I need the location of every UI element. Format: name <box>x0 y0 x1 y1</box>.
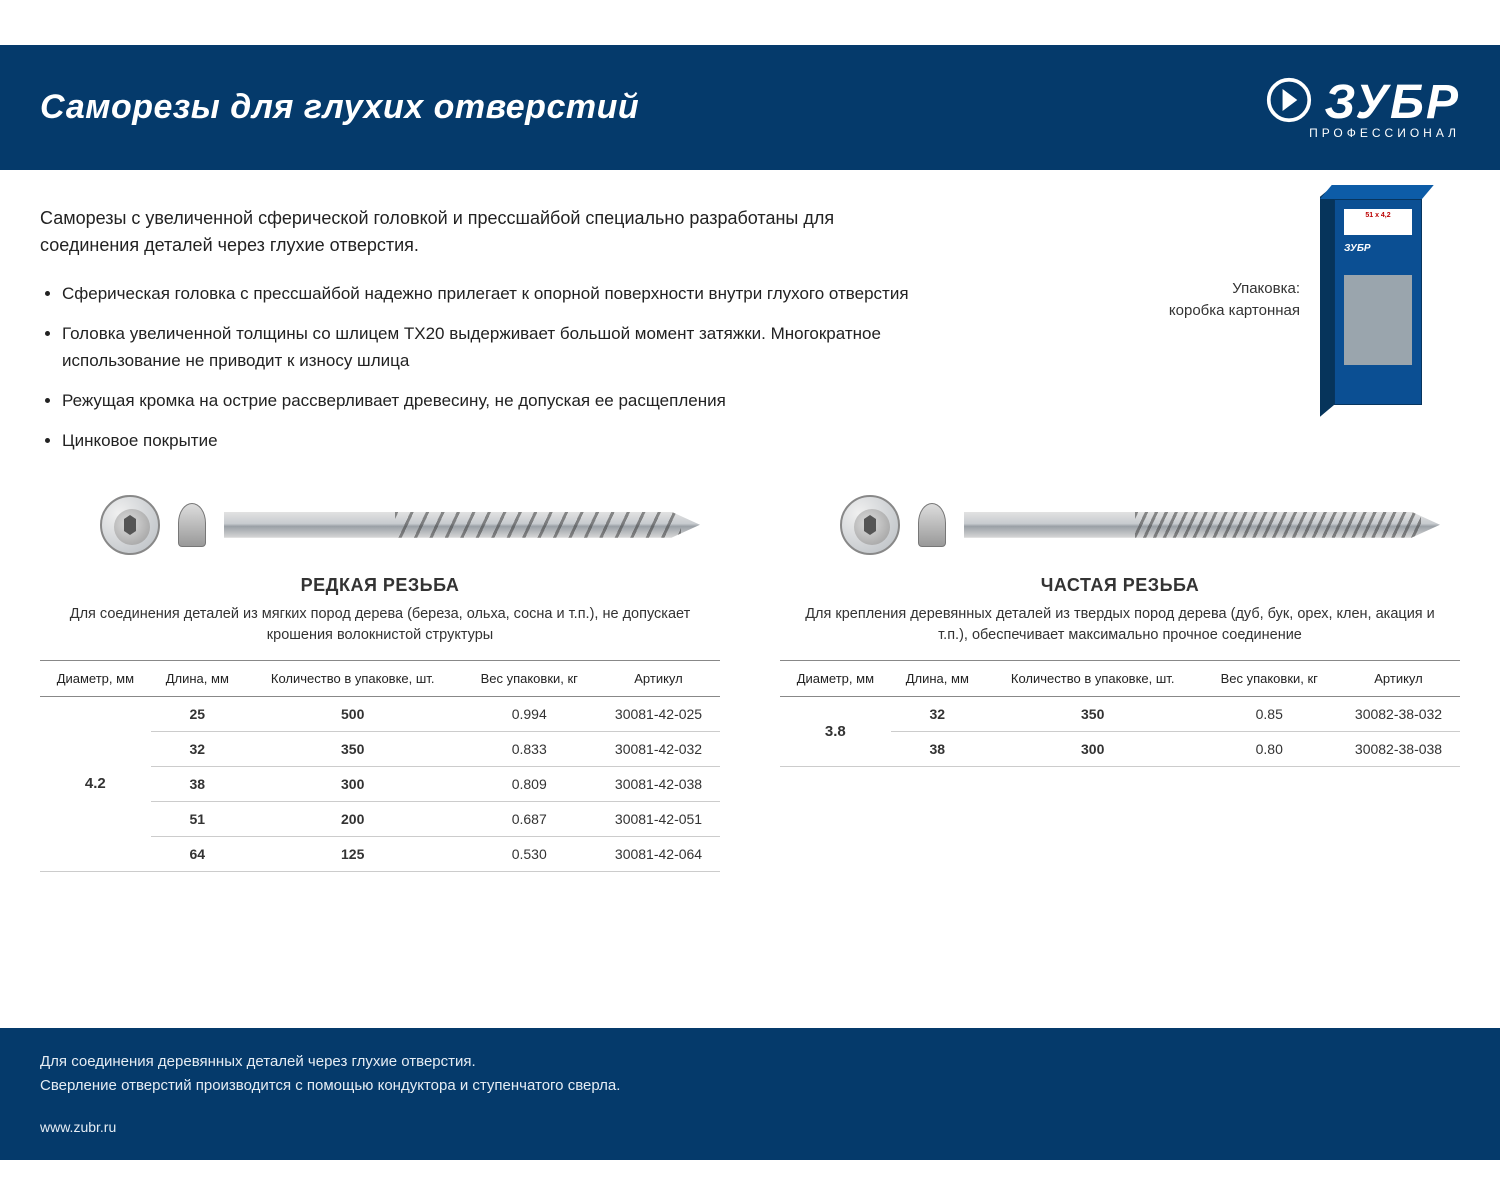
top-spacer <box>0 0 1500 45</box>
package-label-line1: Упаковка: <box>1169 278 1300 300</box>
screw-head-front-icon <box>100 495 160 555</box>
right-section-title: ЧАСТАЯ РЕЗЬБА <box>780 575 1460 596</box>
feature-item: Сферическая головка с прессшайбой надежн… <box>62 281 940 307</box>
feature-list: Сферическая головка с прессшайбой надежн… <box>40 281 940 455</box>
cell-weight: 0.85 <box>1201 696 1337 731</box>
feature-item: Цинковое покрытие <box>62 428 940 454</box>
footer-line2: Сверление отверстий производится с помощ… <box>40 1074 1460 1098</box>
cell-sku: 30081-42-032 <box>597 731 720 766</box>
footer-url: www.zubr.ru <box>40 1116 1460 1138</box>
cell-qty: 500 <box>244 696 462 731</box>
cell-length: 32 <box>891 696 984 731</box>
th-weight: Вес упаковки, кг <box>461 660 597 696</box>
footer-line1: Для соединения деревянных деталей через … <box>40 1050 1460 1074</box>
cell-length: 64 <box>151 836 244 871</box>
brand-logo: ЗУБР ПРОФЕССИОНАЛ <box>1266 75 1460 140</box>
cell-sku: 30081-42-025 <box>597 696 720 731</box>
left-column: РЕДКАЯ РЕЗЬБА Для соединения деталей из … <box>40 495 720 872</box>
table-row: 4.2255000.99430081-42-025 <box>40 696 720 731</box>
package-label-line2: коробка картонная <box>1169 300 1300 322</box>
cell-length: 38 <box>151 766 244 801</box>
th-diameter: Диаметр, мм <box>40 660 151 696</box>
screw-head-side-icon <box>918 503 946 547</box>
logo-arrow-icon <box>1266 77 1312 128</box>
th-qty: Количество в упаковке, шт. <box>244 660 462 696</box>
th-diameter: Диаметр, мм <box>780 660 891 696</box>
th-sku: Артикул <box>597 660 720 696</box>
screw-body-icon <box>964 512 1440 538</box>
cell-diameter: 4.2 <box>40 696 151 871</box>
right-table: Диаметр, мм Длина, мм Количество в упако… <box>780 660 1460 767</box>
left-section-desc: Для соединения деталей из мягких пород д… <box>40 604 720 660</box>
feature-item: Головка увеличенной толщины со шлицем TX… <box>62 321 940 374</box>
cell-weight: 0.994 <box>461 696 597 731</box>
brand-subtitle: ПРОФЕССИОНАЛ <box>1309 126 1460 140</box>
cell-qty: 350 <box>984 696 1202 731</box>
brand-name: ЗУБР <box>1324 75 1460 130</box>
cell-sku: 30082-38-032 <box>1337 696 1460 731</box>
screw-head-front-icon <box>840 495 900 555</box>
cell-sku: 30081-42-051 <box>597 801 720 836</box>
package-info: Упаковка: коробка картонная 51 x 4,2 ЗУБ… <box>1169 185 1440 415</box>
cell-length: 38 <box>891 731 984 766</box>
cell-length: 32 <box>151 731 244 766</box>
header: Саморезы для глухих отверстий ЗУБР ПРОФЕ… <box>0 45 1500 170</box>
right-section-desc: Для крепления деревянных деталей из твер… <box>780 604 1460 660</box>
left-table: Диаметр, мм Длина, мм Количество в упако… <box>40 660 720 872</box>
right-column: ЧАСТАЯ РЕЗЬБА Для крепления деревянных д… <box>780 495 1460 872</box>
left-section-title: РЕДКАЯ РЕЗЬБА <box>40 575 720 596</box>
screw-body-icon <box>224 512 700 538</box>
cell-sku: 30082-38-038 <box>1337 731 1460 766</box>
cell-qty: 350 <box>244 731 462 766</box>
box-label: 51 x 4,2 <box>1344 209 1412 235</box>
cell-weight: 0.809 <box>461 766 597 801</box>
content: Саморезы с увеличенной сферической голов… <box>0 170 1500 1028</box>
cell-qty: 200 <box>244 801 462 836</box>
th-length: Длина, мм <box>891 660 984 696</box>
cell-weight: 0.687 <box>461 801 597 836</box>
th-sku: Артикул <box>1337 660 1460 696</box>
cell-diameter: 3.8 <box>780 696 891 766</box>
footer: Для соединения деревянных деталей через … <box>0 1028 1500 1160</box>
th-qty: Количество в упаковке, шт. <box>984 660 1202 696</box>
cell-length: 25 <box>151 696 244 731</box>
table-row: 3.8323500.8530082-38-032 <box>780 696 1460 731</box>
bottom-spacer <box>0 1160 1500 1200</box>
cell-qty: 300 <box>984 731 1202 766</box>
screw-illustration-coarse <box>40 495 720 575</box>
package-label: Упаковка: коробка картонная <box>1169 278 1300 322</box>
screw-illustration-fine <box>780 495 1460 575</box>
intro-text: Саморезы с увеличенной сферической голов… <box>40 205 920 259</box>
page-title: Саморезы для глухих отверстий <box>40 88 639 127</box>
screw-head-side-icon <box>178 503 206 547</box>
cell-length: 51 <box>151 801 244 836</box>
cell-sku: 30081-42-064 <box>597 836 720 871</box>
cell-weight: 0.80 <box>1201 731 1337 766</box>
box-brand: ЗУБР <box>1344 243 1371 254</box>
package-box-image: 51 x 4,2 ЗУБР <box>1320 185 1440 415</box>
th-length: Длина, мм <box>151 660 244 696</box>
cell-weight: 0.833 <box>461 731 597 766</box>
th-weight: Вес упаковки, кг <box>1201 660 1337 696</box>
cell-qty: 300 <box>244 766 462 801</box>
cell-weight: 0.530 <box>461 836 597 871</box>
feature-item: Режущая кромка на острие рассверливает д… <box>62 388 940 414</box>
cell-qty: 125 <box>244 836 462 871</box>
cell-sku: 30081-42-038 <box>597 766 720 801</box>
